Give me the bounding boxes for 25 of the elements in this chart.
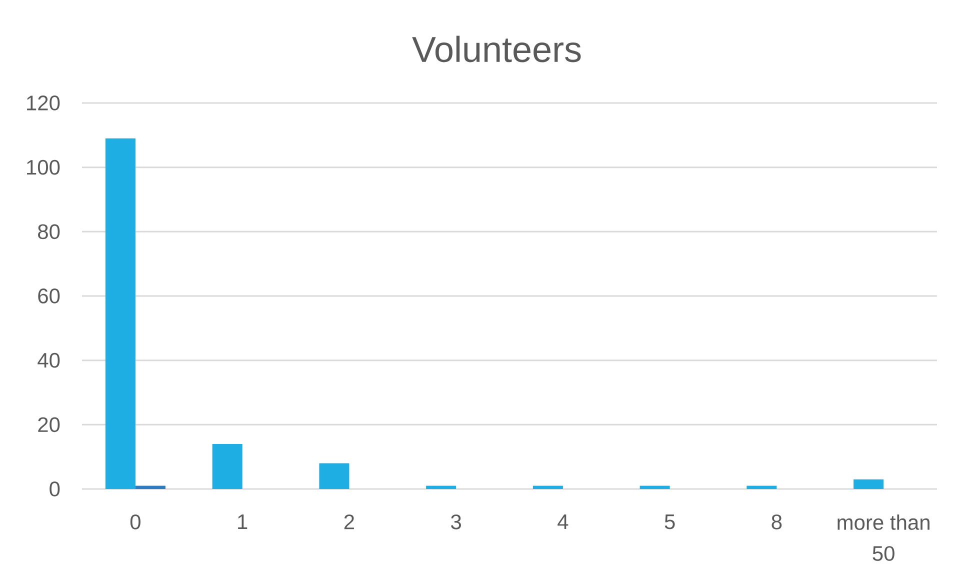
- y-tick-label: 80: [38, 224, 60, 240]
- bar: [854, 479, 884, 489]
- x-tick-label: 0: [130, 514, 140, 530]
- x-tick-label: 8: [772, 514, 782, 530]
- x-tick-label: 4: [558, 514, 568, 529]
- bar: [640, 486, 670, 489]
- x-tick-label: 3: [451, 514, 461, 530]
- chart-title: Volunteers: [412, 36, 581, 62]
- x-tick-label: 2: [344, 514, 354, 530]
- bar: [746, 486, 777, 489]
- bar: [105, 138, 136, 489]
- y-tick-label: 0: [50, 482, 60, 496]
- bar: [532, 486, 563, 489]
- y-tick-label: 40: [38, 352, 60, 368]
- bar: [212, 444, 242, 489]
- bar: [135, 486, 166, 489]
- bar: [319, 463, 350, 489]
- x-tick-label: 5: [664, 514, 675, 530]
- y-tick-label: 120: [27, 96, 60, 110]
- y-tick-label: 100: [27, 160, 60, 175]
- x-tick-label: more than 50: [838, 514, 930, 561]
- bar: [426, 486, 456, 489]
- x-tick-label: 1: [238, 514, 248, 529]
- y-tick-label: 20: [38, 417, 60, 432]
- y-tick-label: 60: [38, 288, 60, 304]
